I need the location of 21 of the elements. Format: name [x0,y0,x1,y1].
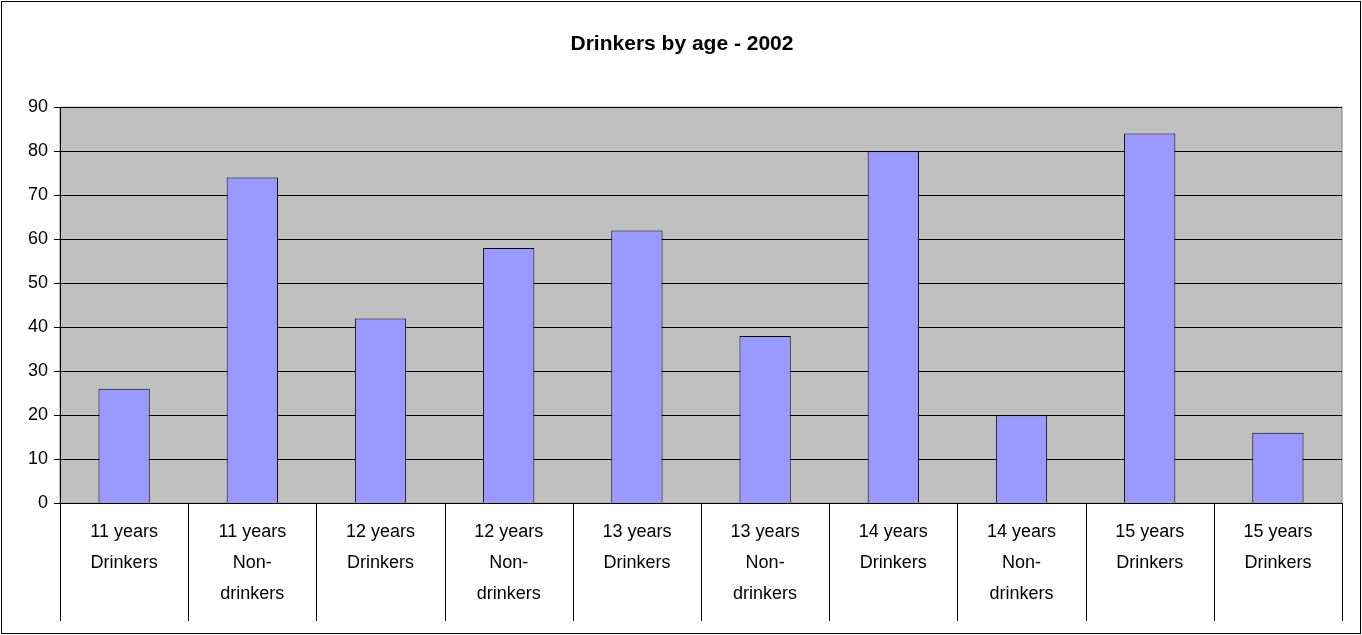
x-tick-label: 14 years Drinkers [858,521,928,573]
x-tick-label: 11 years Drinkers [90,521,158,573]
y-tick-label: 20 [27,404,49,425]
x-tick-label: 13 years Non- drinkers [730,521,800,603]
y-tick-label: 40 [27,316,49,337]
x-tick-label: 15 years Drinkers [1115,521,1185,573]
x-tick-label: 14 years Non- drinkers [986,521,1057,603]
chart-title: Drinkers by age - 2002 [570,31,794,55]
x-tick-label: 12 years Drinkers [345,521,416,573]
x-tick-label: 11 years Non- drinkers [218,521,287,603]
y-tick-label: 30 [27,360,49,381]
x-tick-label: 15 years Drinkers [1243,521,1313,573]
y-tick-label: 90 [27,96,49,117]
y-tick-label: 80 [27,140,49,161]
y-tick-label: 0 [38,492,49,513]
y-tick-label: 10 [27,448,49,469]
x-tick-label: 12 years Non- drinkers [474,521,544,603]
x-tick-label: 13 years Drinkers [602,521,672,573]
y-tick-label: 50 [27,272,49,293]
y-tick-label: 60 [27,228,49,249]
y-tick-label: 70 [27,184,49,205]
